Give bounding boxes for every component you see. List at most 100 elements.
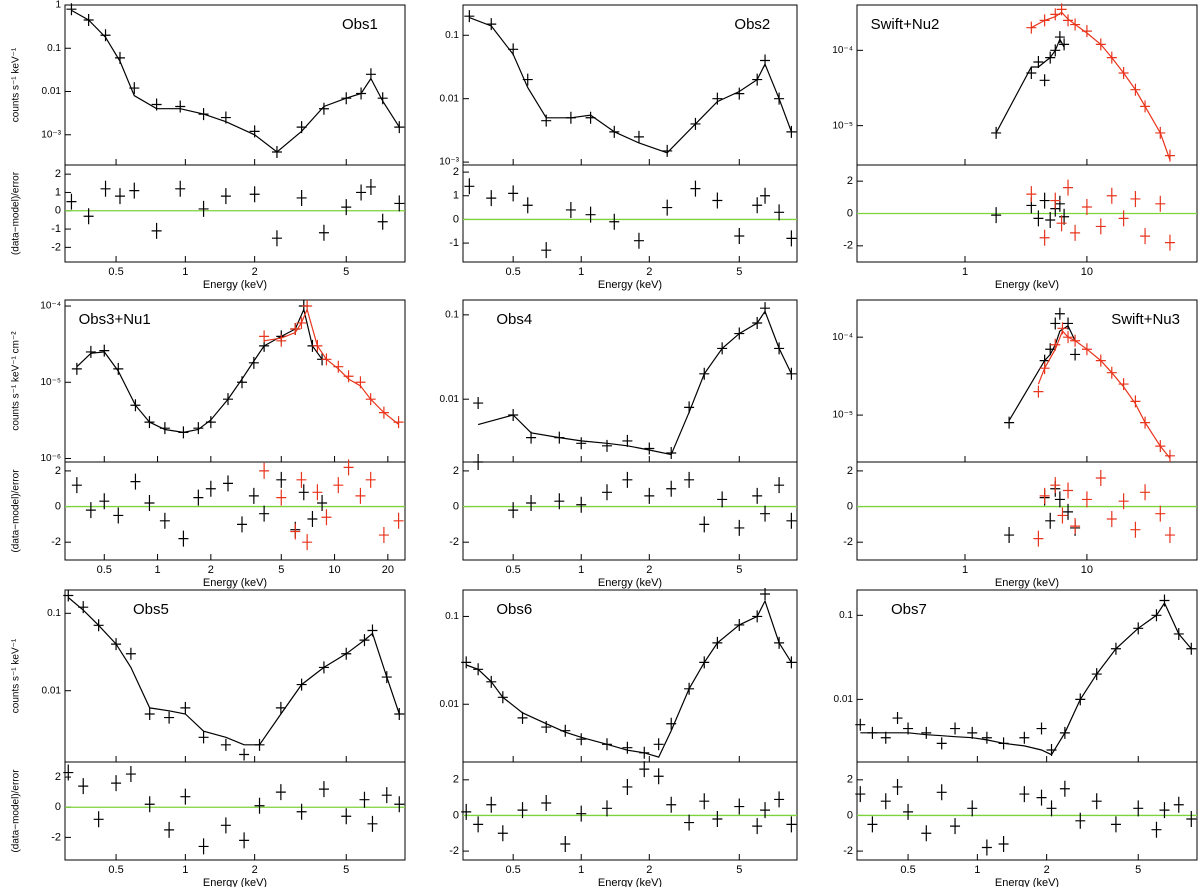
data-point — [774, 92, 785, 105]
data-point — [1039, 362, 1050, 375]
residual-point — [903, 803, 914, 820]
residual-point — [752, 487, 763, 504]
x-tick-label: 2 — [208, 564, 214, 576]
data-point — [1070, 348, 1081, 361]
residual-point — [175, 180, 186, 197]
data-point — [1045, 51, 1056, 64]
residual-frame — [856, 461, 1198, 561]
residual-point — [774, 204, 785, 221]
residual-point — [786, 230, 797, 247]
data-point — [541, 721, 552, 734]
residual-point — [560, 835, 571, 852]
residual-point — [1063, 503, 1074, 520]
data-point — [684, 401, 695, 414]
residual-point — [113, 507, 124, 524]
data-point — [892, 712, 903, 725]
residual-point — [1057, 507, 1068, 524]
residual-point — [892, 778, 903, 795]
residual-point — [1130, 190, 1141, 207]
x-tick-label: 2 — [252, 864, 258, 876]
data-point — [1106, 51, 1117, 64]
model-line — [477, 310, 792, 456]
residual-point — [377, 213, 388, 230]
residual-point — [1054, 195, 1065, 212]
residual-point — [473, 816, 484, 833]
residual-point — [151, 222, 162, 239]
x-tick-label: 5 — [343, 864, 349, 876]
data-point — [63, 589, 74, 602]
data-point — [144, 708, 155, 721]
residual-point — [365, 471, 376, 488]
residual-point — [367, 815, 378, 832]
y-tick-label: 0.01 — [440, 394, 460, 405]
panel: 1 10 Energy (keV) 10⁻⁵ 10⁻⁴ -2 0 2 Swift+Nu2 — [832, 3, 1198, 291]
data-point — [684, 682, 695, 695]
y-tick-label: 0.1 — [47, 608, 61, 619]
data-point — [237, 376, 248, 389]
data-point — [1133, 622, 1144, 635]
y-tick-label: 0.01 — [440, 93, 460, 104]
residual-point — [1155, 195, 1166, 212]
data-point — [760, 588, 771, 601]
residual-point — [517, 802, 528, 819]
residual-point — [318, 781, 329, 798]
x-tick-label: 2 — [252, 266, 258, 278]
residual-point — [365, 178, 376, 195]
model-line — [1037, 329, 1171, 459]
residual-point — [1059, 208, 1070, 225]
data-point — [486, 18, 497, 31]
panel: 0.5 1 2 5 Energy (keV) 10⁻³ 0.01 0.1 1 -2 -1 0 1 2 cou… — [11, 0, 406, 291]
y-tick-label: 0 — [847, 500, 853, 512]
residual-point — [644, 487, 655, 504]
model-line — [995, 37, 1065, 134]
panel: 0.5 1 2 5 Energy (keV) 10⁻³ 0.01 0.1 -1 0 1 2 Obs2 — [439, 4, 798, 291]
x-axis-label: Energy (keV) — [203, 577, 267, 589]
y-tick-label: 0.1 — [445, 611, 459, 622]
residual-point — [1045, 211, 1056, 228]
residual-point — [734, 798, 745, 815]
residual-point — [66, 193, 77, 210]
data-point — [85, 345, 96, 358]
residual-point — [712, 192, 723, 209]
y-tick-label: 0.01 — [42, 685, 62, 696]
panel-title: Swift+Nu2 — [871, 16, 940, 33]
residual-point — [1056, 215, 1067, 232]
y-tick-label: 2 — [453, 166, 459, 178]
residual-point — [393, 512, 404, 529]
data-point — [1155, 440, 1166, 453]
residual-point — [271, 230, 282, 247]
x-tick-label: 1 — [154, 564, 160, 576]
x-tick-label: 0.5 — [506, 266, 521, 278]
data-point — [1039, 14, 1050, 27]
data-point — [1118, 66, 1129, 79]
y-tick-label: 0.1 — [839, 610, 853, 621]
residual-point — [130, 473, 141, 490]
data-point — [341, 92, 352, 105]
data-point — [1173, 627, 1184, 640]
y-tick-label: -2 — [449, 845, 459, 857]
data-point — [554, 431, 565, 444]
data-point — [921, 726, 932, 739]
data-point — [290, 322, 301, 335]
residual-point — [296, 189, 307, 206]
data-point — [378, 406, 389, 419]
residual-point — [461, 803, 472, 820]
residual-point — [576, 805, 587, 822]
data-point — [560, 724, 571, 737]
x-axis-label: Energy (keV) — [598, 877, 662, 887]
x-tick-label: 1 — [578, 864, 584, 876]
data-point — [855, 718, 866, 731]
residual-point — [855, 786, 866, 803]
y-axis-label: counts s⁻¹ keV⁻¹ cm⁻² — [11, 331, 22, 431]
data-point — [1151, 609, 1162, 622]
y-axis-label: counts s⁻¹ keV⁻¹ — [11, 638, 22, 713]
residual-point — [699, 793, 710, 810]
residual-point — [1063, 482, 1074, 499]
residual-point — [508, 502, 519, 519]
residual-point — [1039, 487, 1050, 504]
data-point — [1075, 693, 1086, 706]
y-tick-label: -1 — [51, 223, 61, 235]
data-point — [601, 439, 612, 452]
data-point — [302, 300, 313, 313]
residual-point — [1033, 530, 1044, 547]
